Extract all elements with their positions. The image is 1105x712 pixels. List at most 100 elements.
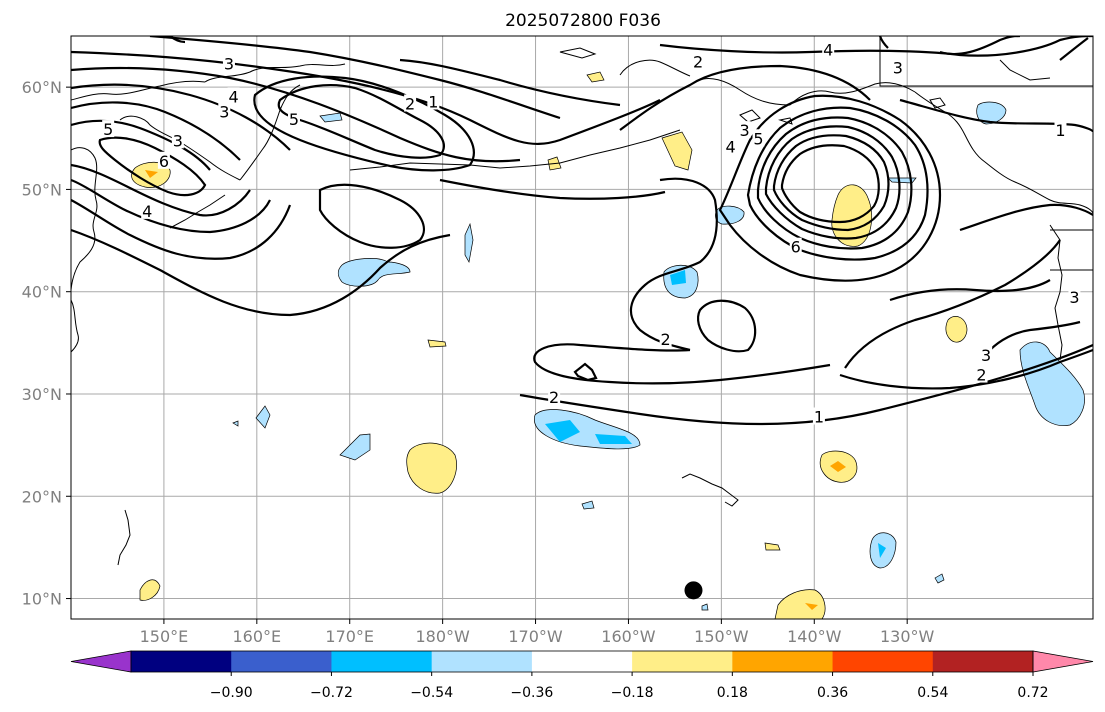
contour-label: 6 <box>791 238 801 257</box>
contour-label-bg <box>218 102 231 120</box>
lon-tick-label: 160°E <box>232 627 281 646</box>
colorbar-low-extend <box>70 650 132 673</box>
contour-label: 3 <box>739 121 749 140</box>
contour-label: 2 <box>976 366 986 385</box>
contour-label-bg <box>171 131 184 149</box>
contour-label-bg <box>427 92 440 110</box>
positive-anomaly-region <box>774 589 826 619</box>
colorbar-tick-label: −0.54 <box>410 685 453 701</box>
contour-label-bg <box>980 346 993 364</box>
negative-anomaly-region <box>581 500 595 510</box>
contour-label: 2 <box>661 330 671 349</box>
colorbar-tick-label: −0.72 <box>310 685 353 701</box>
positive-anomaly-region <box>586 71 605 83</box>
contour-label: 4 <box>228 87 238 106</box>
colorbar-tick-label: 0.18 <box>717 685 748 701</box>
contour-label: 1 <box>1055 121 1065 140</box>
contour-label-bg <box>1054 121 1067 139</box>
contour-label-bg <box>141 201 154 219</box>
contour-label: 1 <box>428 92 438 111</box>
colorbar-tick-label: 0.36 <box>817 685 848 701</box>
negative-anomaly-region <box>337 258 411 287</box>
contour-label: 3 <box>1069 288 1079 307</box>
contour-label-bg <box>102 120 115 138</box>
colorbar-segment <box>932 651 1034 672</box>
positive-anomaly-region <box>661 131 693 171</box>
contour-label-bg <box>548 388 561 406</box>
lon-tick-label: 140°W <box>787 627 842 646</box>
lat-tick-label: 40°N <box>22 283 62 302</box>
colorbar-segment <box>331 651 433 672</box>
colorbar-segment <box>431 651 533 672</box>
contour-label-bg <box>975 365 988 383</box>
contour-label: 3 <box>981 346 991 365</box>
contour-label: 2 <box>549 388 559 407</box>
negative-anomaly-core <box>670 270 686 285</box>
contour-label-bg <box>222 54 235 72</box>
negative-anomaly-core <box>878 543 886 558</box>
contour-label-bg <box>752 129 765 147</box>
negative-anomaly-region <box>701 603 709 611</box>
contour-label-bg <box>287 109 300 127</box>
lon-tick-label: 150°W <box>694 627 749 646</box>
figure-title: 2025072800 F036 <box>505 11 661 31</box>
colorbar-tick-label: 0.54 <box>917 685 948 701</box>
colorbar-tick-label: −0.36 <box>510 685 553 701</box>
lat-tick-label: 60°N <box>22 78 62 97</box>
colorbar-segment <box>632 651 733 672</box>
lon-tick-label: 160°W <box>601 627 656 646</box>
negative-anomaly-core <box>545 420 580 442</box>
colorbar-segment <box>832 651 934 672</box>
positive-anomaly-core <box>145 170 158 178</box>
colorbar-tick-label: 0.72 <box>1017 685 1048 701</box>
negative-anomaly-region <box>232 420 239 427</box>
colorbar: −0.90 −0.72 −0.54 −0.36 −0.18 0.18 0.36 0.54 0.7… <box>70 650 1094 701</box>
contour-label: 4 <box>823 40 833 59</box>
negative-anomaly-region <box>339 433 371 461</box>
contour-label: 2 <box>405 95 415 114</box>
negative-anomaly-region <box>319 112 343 123</box>
colorbar-tick-label: −0.90 <box>210 685 253 701</box>
negative-anomaly-region <box>934 573 945 584</box>
lat-tick-label: 10°N <box>22 590 62 609</box>
colorbar-high-extend <box>1032 650 1094 673</box>
contour-label-bg <box>157 151 170 169</box>
colorbar-segment <box>531 651 633 672</box>
contour-label-bg <box>891 58 904 76</box>
negative-anomaly-region <box>464 222 474 264</box>
negative-anomaly-region <box>255 405 271 429</box>
contour-label-bg <box>404 94 417 112</box>
positive-anomaly-core <box>805 603 818 610</box>
colorbar-frame <box>130 650 1034 673</box>
contour-label: 5 <box>753 129 763 148</box>
contour-label-bg <box>822 40 835 58</box>
positive-anomaly-region <box>139 579 161 601</box>
contour-label-bg <box>724 137 737 155</box>
negative-anomaly-region <box>976 101 1007 125</box>
positive-anomaly-region <box>945 316 968 343</box>
contour-label: 3 <box>173 131 183 150</box>
axis-ticks: 150°E 160°E 170°E 180°W 170°W 160°W 150°W 140°W… <box>22 78 935 646</box>
lon-tick-label: 130°W <box>880 627 935 646</box>
contour-label: 3 <box>893 59 903 78</box>
contour-label-bg <box>738 121 751 139</box>
height-anomaly-contours <box>71 36 1093 426</box>
contour-label: 3 <box>219 103 229 122</box>
colorbar-segment <box>231 651 332 672</box>
lon-tick-label: 170°E <box>325 627 374 646</box>
positive-anomaly-core <box>830 461 846 472</box>
contour-label-bg <box>227 87 240 105</box>
anomaly-shading <box>131 71 1085 619</box>
contour-label: 6 <box>159 152 169 171</box>
lon-tick-label: 180°W <box>415 627 470 646</box>
positive-anomaly-region <box>406 442 457 494</box>
contour-label-bg <box>1068 287 1081 305</box>
contour-label: 4 <box>142 202 152 221</box>
lat-tick-label: 50°N <box>22 180 62 199</box>
lat-tick-label: 30°N <box>22 385 62 404</box>
contour-label: 5 <box>103 120 113 139</box>
contour-label: 5 <box>289 110 299 129</box>
positive-anomaly-region <box>427 339 447 348</box>
